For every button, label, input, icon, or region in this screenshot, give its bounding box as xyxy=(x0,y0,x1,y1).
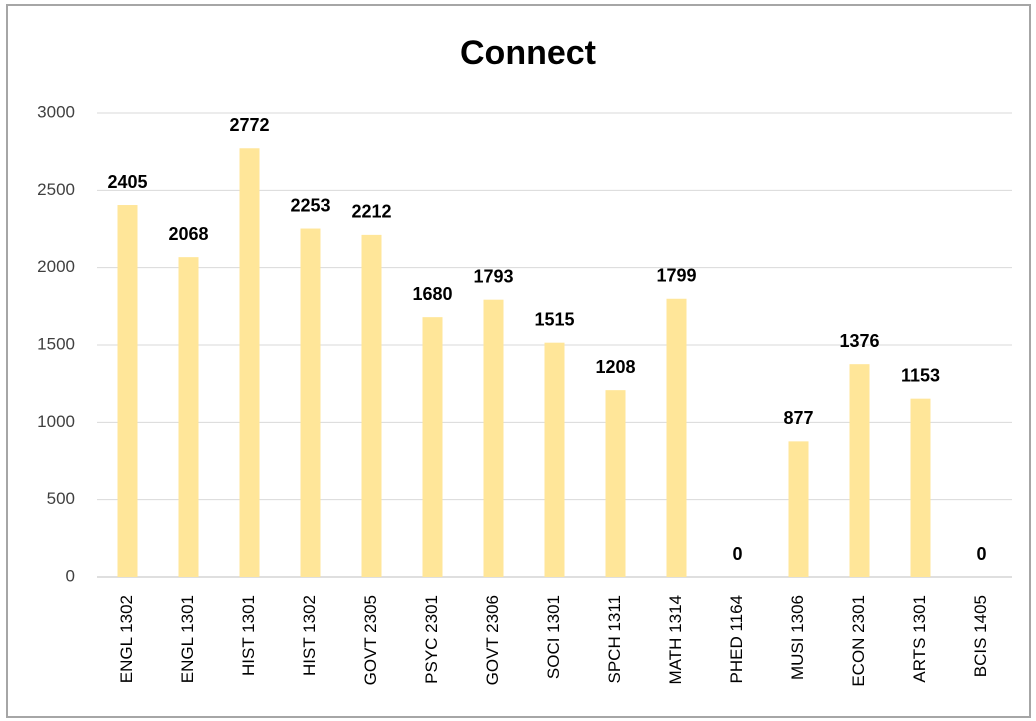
bar xyxy=(361,234,382,578)
data-label: 1208 xyxy=(595,357,635,377)
x-tick-label: HIST 1301 xyxy=(239,595,258,676)
data-label: 2253 xyxy=(290,195,330,215)
y-tick-label: 500 xyxy=(47,489,75,508)
x-tick-label: GOVT 2306 xyxy=(483,595,502,685)
bar xyxy=(910,398,931,577)
data-label: 2068 xyxy=(168,224,208,244)
bar xyxy=(483,299,504,577)
bar xyxy=(117,205,138,577)
chart-title: Connect xyxy=(460,34,596,72)
x-tick-label: GOVT 2305 xyxy=(361,595,380,685)
y-tick-label: 2500 xyxy=(37,180,75,199)
x-tick-label: ECON 2301 xyxy=(849,595,868,687)
data-label: 1515 xyxy=(534,309,574,329)
bar xyxy=(239,148,260,578)
y-tick-label: 1000 xyxy=(37,412,75,431)
bar xyxy=(544,342,565,577)
data-label: 0 xyxy=(976,544,986,564)
x-tick-label: HIST 1302 xyxy=(300,595,319,676)
x-tick-label: ENGL 1302 xyxy=(117,595,136,683)
data-label: 2405 xyxy=(107,172,147,192)
data-label: 1680 xyxy=(412,284,452,304)
x-tick-label: ARTS 1301 xyxy=(910,595,929,683)
data-label: 877 xyxy=(783,408,813,428)
x-tick-label: SPCH 1311 xyxy=(605,595,624,684)
bar xyxy=(849,364,870,577)
x-tick-label: BCIS 1405 xyxy=(971,595,990,677)
x-tick-label: MUSI 1306 xyxy=(788,595,807,680)
data-label: 1793 xyxy=(473,266,513,286)
x-tick-label: SOCI 1301 xyxy=(544,595,563,679)
bar xyxy=(178,257,199,577)
bar xyxy=(605,390,626,577)
bar xyxy=(666,298,687,577)
bar xyxy=(422,317,443,577)
y-tick-label: 3000 xyxy=(37,102,75,121)
data-label: 1799 xyxy=(656,266,696,286)
x-tick-label: MATH 1314 xyxy=(666,595,685,684)
data-label: 1153 xyxy=(901,365,940,385)
y-tick-label: 1500 xyxy=(37,334,75,353)
data-label: 2772 xyxy=(229,115,269,135)
bar xyxy=(300,228,321,577)
x-tick-label: PHED 1164 xyxy=(727,595,746,684)
y-tick-label: 0 xyxy=(66,566,75,585)
y-tick-label: 2000 xyxy=(37,257,75,276)
data-label: 1376 xyxy=(839,331,879,351)
data-label: 0 xyxy=(732,544,742,564)
chart-border xyxy=(6,4,1031,718)
x-tick-label: PSYC 2301 xyxy=(422,595,441,684)
data-label: 2212 xyxy=(351,202,391,222)
bar xyxy=(788,441,809,577)
x-tick-label: ENGL 1301 xyxy=(178,595,197,683)
